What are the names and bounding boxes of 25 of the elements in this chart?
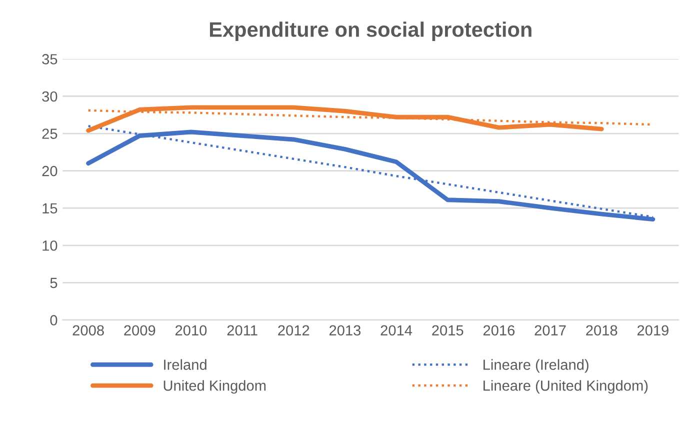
legend-label: United Kingdom — [164, 380, 266, 394]
legend-label: Lineare (Ireland) — [484, 359, 588, 373]
y-tick-label: 10 — [42, 240, 58, 251]
y-tick-label: 30 — [42, 91, 58, 102]
y-tick-label: 5 — [50, 278, 58, 288]
x-tick-label: 2013 — [329, 325, 361, 336]
legend-label: Lineare (United Kingdom) — [484, 380, 648, 394]
x-tick-label: 2009 — [124, 325, 156, 336]
y-tick-label: 0 — [50, 315, 58, 326]
chart-title: Expenditure on social protection — [210, 22, 532, 42]
x-tick-label: 2011 — [227, 325, 258, 336]
x-tick-label: 2018 — [586, 325, 618, 336]
x-tick-label: 2012 — [278, 325, 310, 336]
x-tick-label: 2016 — [483, 325, 515, 336]
x-tick-label: 2014 — [380, 325, 412, 336]
legend-label: Ireland — [164, 359, 206, 370]
x-tick-label: 2010 — [175, 325, 207, 336]
x-tick-label: 2017 — [534, 325, 566, 336]
y-tick-label: 25 — [42, 128, 58, 139]
y-tick-label: 20 — [42, 166, 58, 176]
y-tick-label: 35 — [42, 54, 58, 64]
x-tick-label: 2019 — [637, 325, 668, 336]
x-tick-label: 2008 — [72, 325, 104, 336]
x-tick-label: 2015 — [432, 325, 464, 336]
y-tick-label: 15 — [42, 203, 58, 214]
